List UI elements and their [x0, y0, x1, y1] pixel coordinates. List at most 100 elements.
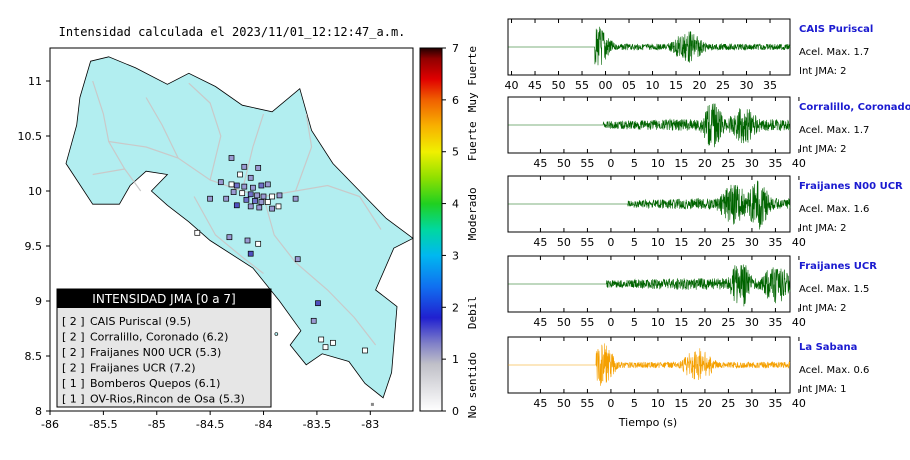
panel-x-tick-label: 15	[674, 236, 688, 249]
map-y-tick-label: 9	[35, 295, 42, 308]
colorbar-tick-label: 6	[452, 94, 459, 107]
station-marker	[264, 199, 271, 205]
station-marker	[258, 182, 265, 189]
colorbar-tick-label: 2	[452, 301, 459, 314]
panel-x-tick-label: 30	[745, 316, 759, 329]
panel-x-tick-label: 30	[745, 236, 759, 249]
station-marker	[217, 179, 224, 186]
intensity-colorbar: 0 1 2 3 4 5 6 7 No sentido Debil Moderado Fuerte Mu…	[419, 42, 479, 418]
panel-x-tick-label: 15	[674, 316, 688, 329]
jma-intensity-label: Int JMA: 1	[799, 384, 847, 395]
station-marker	[256, 204, 263, 211]
map-y-tick-label: 9.5	[25, 240, 43, 253]
panel-x-tick-label: 55	[580, 316, 594, 329]
legend-row-grade: [ 2 ]	[62, 346, 85, 359]
legend-row-name: Fraijanes UCR (7.2)	[90, 362, 196, 375]
station-marker	[244, 237, 251, 244]
panel-x-tick-label: 10	[651, 236, 665, 249]
road-4	[188, 82, 222, 181]
map-x-axis: -86 -85.5 -85 -84.5 -84 -83.5 -83	[41, 411, 379, 431]
panel-x-tick-label: 25	[721, 316, 735, 329]
station-name: CAIS Puriscal	[799, 24, 873, 35]
station-name: Fraijanes N00 UCR	[799, 181, 903, 192]
map-y-tick-label: 8.5	[25, 350, 43, 363]
station-marker	[237, 171, 243, 178]
jma-intensity-label: Int JMA: 2	[799, 66, 847, 77]
map-x-tick-label: -83	[361, 418, 379, 431]
panel-x-tick-label: 30	[745, 157, 759, 170]
panel-x-tick-label: 5	[631, 316, 638, 329]
jma-intensity-label: Int JMA: 2	[799, 223, 847, 234]
station-marker	[276, 192, 283, 199]
panel-x-tick-label: 25	[721, 236, 735, 249]
station-marker	[228, 155, 235, 161]
station-marker	[247, 203, 254, 210]
panel-x-tick-label: 20	[698, 157, 712, 170]
station-marker	[241, 183, 248, 190]
panel-x-tick-label: 40	[792, 316, 806, 329]
panel-x-tick-label: 35	[768, 316, 782, 329]
panel-x-tick-label: 55	[580, 397, 594, 410]
legend-row-name: CAIS Puriscal (9.5)	[90, 315, 191, 328]
waveform-panel: 45 50 55 0 5 10 15 20 25 30 35 40 Fraijanes UCR Acel.…	[507, 255, 877, 329]
map-y-axis: 8 8.5 9 9.5 10 10.5 11	[18, 75, 50, 418]
panel-x-tick-label: 25	[721, 157, 735, 170]
station-marker	[226, 234, 233, 241]
station-marker	[275, 203, 282, 210]
station-marker	[322, 344, 329, 351]
panel-x-tick-label: 50	[557, 236, 571, 249]
panel-x-tick-label: 15	[674, 397, 688, 410]
legend-header: INTENSIDAD JMA [0 a 7]	[92, 292, 235, 306]
station-marker	[362, 347, 368, 354]
station-marker	[228, 181, 235, 188]
panel-x-tick-label: 45	[533, 316, 547, 329]
panel-x-tick-label: 50	[557, 157, 571, 170]
colorbar-tick-label: 1	[452, 353, 459, 366]
waveform-panel: 45 50 55 0 5 10 15 20 25 30 35 40 La Sabana Acel. Max…	[507, 336, 869, 410]
road-1	[108, 140, 264, 198]
panel-x-tick-label: 0	[607, 157, 614, 170]
map-y-tick-label: 10	[28, 185, 42, 198]
jma-intensity-label: Int JMA: 2	[799, 303, 847, 314]
station-marker	[250, 184, 256, 191]
panel-x-tick-label: 20	[698, 397, 712, 410]
accel-max-label: Acel. Max. 0.6	[799, 365, 869, 376]
waveform-panel: 40 45 50 55 00 05 10 15 20 25 30 35 CAIS Puriscal Ace…	[505, 18, 873, 92]
costa-rica-outline	[65, 56, 414, 399]
map-y-tick-label: 8	[35, 405, 42, 418]
road-7	[92, 168, 125, 176]
panel-x-tick-label: 20	[693, 79, 707, 92]
map-frame	[49, 47, 414, 412]
legend-header-bg	[57, 289, 271, 308]
legend-row-name: OV-Rios,Rincon de Osa (5.3)	[90, 393, 245, 406]
station-marker	[241, 163, 248, 170]
station-marker	[207, 195, 213, 202]
station-marker	[255, 240, 262, 247]
road-9	[145, 97, 179, 159]
panel-x-tick-label: 25	[716, 79, 730, 92]
station-marker	[239, 190, 246, 197]
panel-x-tick-label: 40	[505, 79, 519, 92]
map-x-tick-label: -83.5	[303, 418, 331, 431]
colorbar-tick-label: 5	[452, 146, 459, 159]
colorbar-ticks: 0 1 2 3 4 5 6 7	[442, 42, 459, 418]
panel-x-tick-label: 20	[698, 316, 712, 329]
panel-x-tick-label: 35	[768, 157, 782, 170]
station-name: Fraijanes UCR	[799, 261, 877, 272]
small-island	[274, 332, 279, 336]
station-marker	[194, 229, 201, 236]
waveform-trace	[508, 343, 791, 386]
panel-x-tick-label: 5	[631, 236, 638, 249]
panel-x-tick-label: 55	[575, 79, 589, 92]
panel-x-tick-label: 15	[674, 157, 688, 170]
station-marker	[315, 300, 321, 307]
station-marker	[260, 193, 267, 200]
panel-x-tick-label: 00	[599, 79, 613, 92]
panel-x-tick-label: 10	[646, 79, 660, 92]
panel-x-tick-label: 35	[768, 397, 782, 410]
colorbar-tick-label: 3	[452, 249, 459, 262]
station-marker	[269, 205, 275, 212]
jma-intensity-label: Int JMA: 2	[799, 144, 847, 155]
station-marker	[247, 250, 254, 257]
